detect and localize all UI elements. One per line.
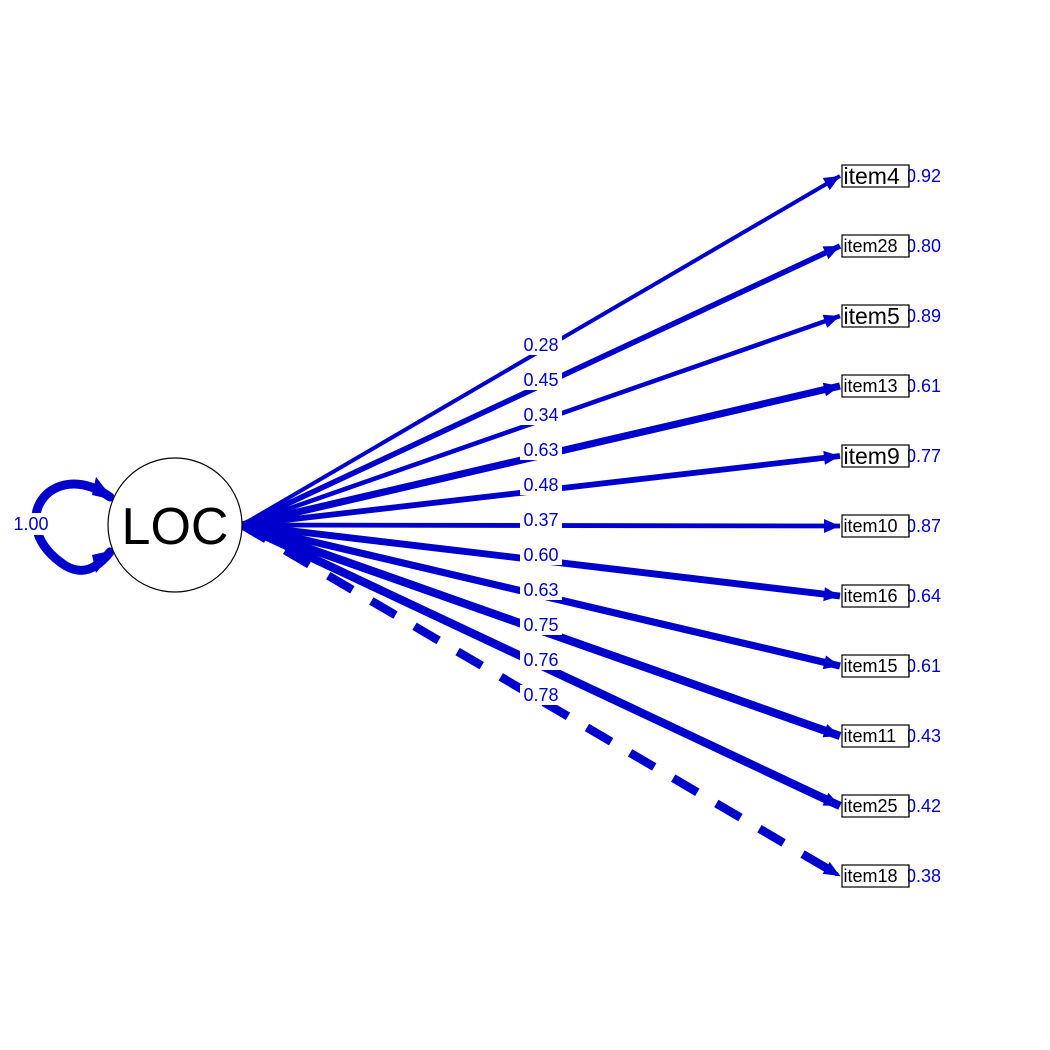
loading-label-bg-item9 [520, 475, 562, 495]
indicator-label-item16: item16 [844, 586, 898, 606]
loading-labels: 0.28 0.45 0.34 0.63 0.48 0.37 0.60 0.63 0.75 0.76… [520, 335, 562, 705]
latent-label: LOC [122, 498, 229, 556]
arrowhead-icon-item16 [823, 587, 840, 602]
box-edge-mask-item28 [901, 236, 908, 256]
arrowhead-icon-item11 [822, 724, 840, 738]
arrowhead-icon-item4 [822, 176, 840, 191]
indicator-label-item11: item11 [844, 726, 897, 746]
loading-label-bg-item18 [520, 685, 562, 705]
variance-arrowhead-top-icon [92, 477, 114, 500]
residual-label-item16: 0.64 [906, 586, 941, 606]
variance-label: 1.00 [13, 514, 48, 534]
box-edge-mask-item25 [901, 796, 908, 816]
loading-label-bg-item15 [520, 580, 562, 600]
arrowhead-icon-item28 [822, 246, 840, 260]
latent-circle [107, 457, 243, 593]
loading-label-bg-item25 [520, 650, 562, 670]
arrowhead-icon-item5 [822, 314, 840, 328]
loading-label-item4: 0.28 [523, 335, 558, 355]
loading-label-bg-item28 [520, 370, 562, 390]
loading-label-item10: 0.37 [523, 510, 558, 530]
loading-label-item18: 0.78 [523, 685, 558, 705]
indicator-label-item28: item28 [844, 236, 898, 256]
residual-label-item18: 0.38 [906, 866, 941, 886]
loading-label-bg-item13 [520, 440, 562, 460]
loading-label-item5: 0.34 [523, 405, 558, 425]
box-edge-mask-item13 [901, 376, 908, 396]
indicator-label-item5: item5 [844, 303, 900, 329]
latent-node: LOC [107, 457, 243, 593]
arrowhead-icon-item18 [822, 861, 840, 876]
box-edge-mask-item15 [901, 656, 908, 676]
residual-label-item11: 0.43 [906, 726, 941, 746]
residual-label-item9: 0.77 [906, 446, 941, 466]
box-edge-mask-item5 [901, 306, 908, 326]
variance-arrowhead-bottom-icon [92, 550, 114, 573]
latent-variance-loop: 1.00 [12, 477, 115, 575]
indicator-label-item13: item13 [844, 376, 898, 396]
residual-label-item25: 0.42 [906, 796, 941, 816]
indicator-label-item25: item25 [844, 796, 898, 816]
arrowhead-icon-item10 [824, 519, 840, 533]
loading-label-item9: 0.48 [523, 475, 558, 495]
indicator-label-item4: item4 [844, 163, 900, 189]
loading-label-item25: 0.76 [523, 650, 558, 670]
indicator-label-item15: item15 [844, 656, 898, 676]
arrowhead-icon-item13 [822, 382, 840, 397]
loading-label-item13: 0.63 [523, 440, 558, 460]
box-edge-mask-item10 [901, 516, 908, 536]
box-edge-mask-item18 [901, 866, 908, 886]
loading-label-item15: 0.63 [523, 580, 558, 600]
box-edge-mask-item11 [901, 726, 908, 746]
box-edge-mask-item9 [901, 446, 908, 466]
indicator-label-item18: item18 [844, 866, 898, 886]
indicator-label-item9: item9 [844, 443, 900, 469]
loading-label-item16: 0.60 [523, 545, 558, 565]
residual-labels: 0.92 0.80 0.89 0.61 0.77 0.87 0.64 0.61 0.43 0.42… [906, 166, 941, 886]
indicator-label-item10: item10 [844, 516, 898, 536]
loading-label-item11: 0.75 [523, 615, 558, 635]
residual-label-item15: 0.61 [906, 656, 941, 676]
loading-path-item18 [239, 521, 843, 880]
loading-label-bg-item4 [520, 335, 562, 355]
indicator-box-overlay [901, 165, 910, 887]
box-edge-mask-item4 [901, 166, 908, 186]
residual-label-item4: 0.92 [906, 166, 941, 186]
loading-label-bg-item11 [520, 615, 562, 635]
loading-label-bg-item10 [520, 510, 562, 530]
residual-label-item10: 0.87 [906, 516, 941, 536]
loading-label-item28: 0.45 [523, 370, 558, 390]
variance-loop-path [31, 479, 115, 575]
arrowhead-icon-item25 [822, 792, 840, 806]
residual-label-item28: 0.80 [906, 236, 941, 256]
loading-label-bg-item5 [520, 405, 562, 425]
arrowhead-icon-item15 [822, 655, 840, 670]
loading-label-bg-item16 [520, 545, 562, 565]
variance-label-bg [12, 513, 50, 535]
residual-label-item5: 0.89 [906, 306, 941, 326]
residual-label-item13: 0.61 [906, 376, 941, 396]
arrowhead-icon-item9 [823, 450, 840, 465]
box-edge-mask-item16 [901, 586, 908, 606]
indicator-nodes: item4 item28 item5 item13 item9 item10 item16 i… [841, 163, 910, 888]
